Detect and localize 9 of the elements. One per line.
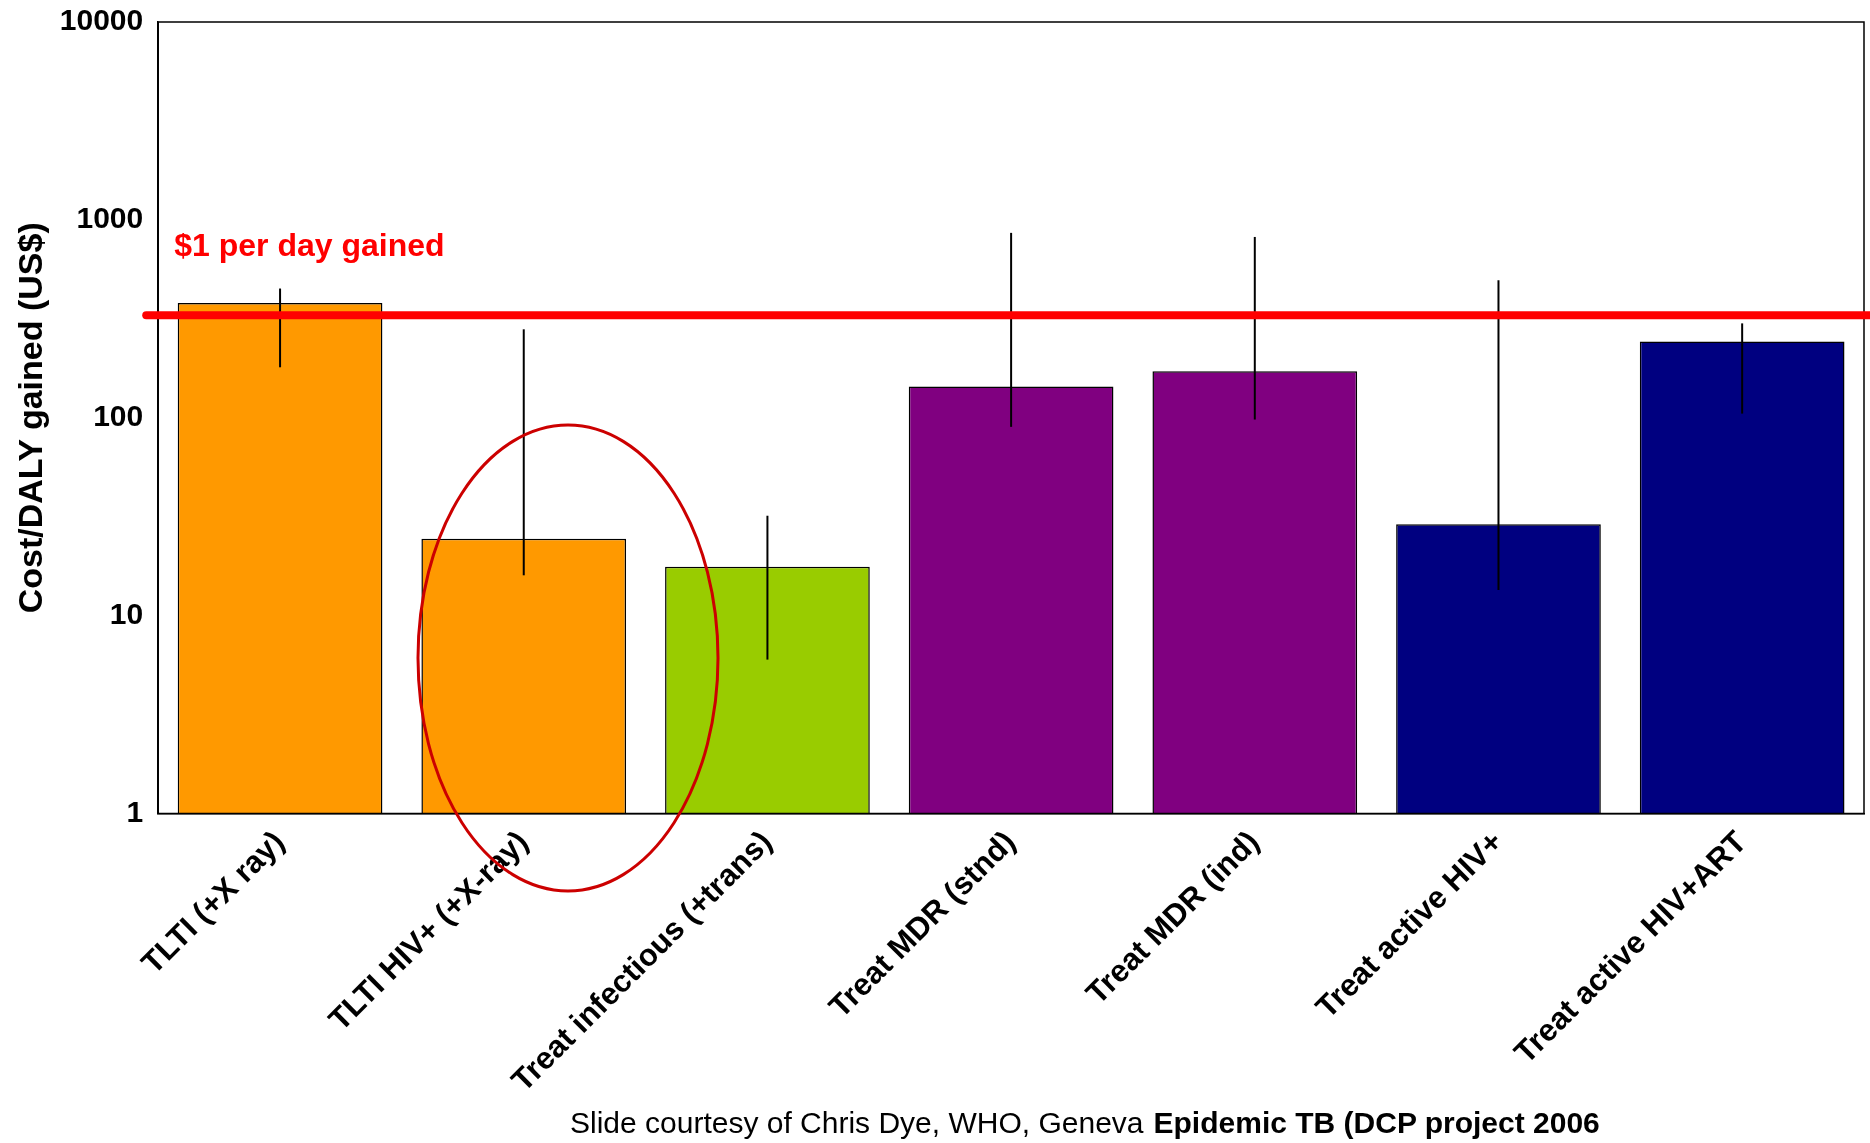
ref-line-label: $1 per day gained [174,227,445,264]
y-tick-label: 10 [109,596,144,630]
y-tick-label: 100 [93,399,144,433]
text: Slide courtesy of Chris Dye, WHO, Geneva [570,1106,1144,1139]
y-tick-label: 1 [126,794,144,828]
y-axis-title: Cost/DALY gained (US$) [10,222,49,614]
y-tick-label: 10000 [59,3,144,37]
y-tick-label: 1000 [76,201,144,235]
text: Epidemic TB (DCP project 2006 [1153,1106,1600,1139]
